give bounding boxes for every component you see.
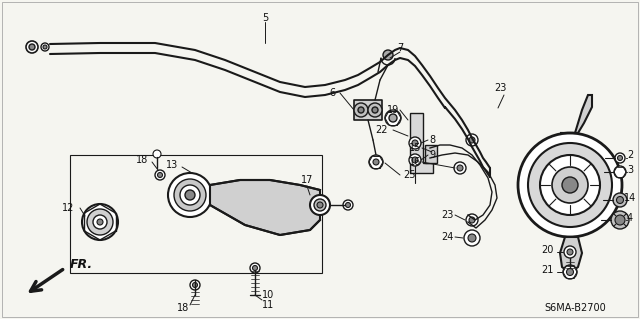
Circle shape [180, 185, 200, 205]
Circle shape [468, 234, 476, 242]
Circle shape [466, 214, 478, 226]
Circle shape [193, 283, 198, 287]
Circle shape [369, 155, 383, 169]
Circle shape [464, 230, 480, 246]
Circle shape [611, 211, 629, 229]
Circle shape [562, 177, 578, 193]
Bar [70, 155, 322, 273]
Circle shape [346, 203, 351, 207]
Circle shape [43, 45, 47, 49]
Circle shape [615, 215, 625, 225]
Text: FR.: FR. [70, 258, 93, 271]
Circle shape [389, 114, 397, 122]
Circle shape [409, 137, 421, 149]
Text: 16: 16 [409, 157, 421, 167]
Circle shape [368, 103, 382, 117]
Circle shape [41, 43, 49, 51]
Text: 24: 24 [441, 232, 453, 242]
Text: S6MA-B2700: S6MA-B2700 [544, 303, 606, 313]
Circle shape [613, 193, 627, 207]
Text: 19: 19 [387, 105, 399, 115]
Text: 23: 23 [494, 83, 506, 93]
Circle shape [174, 179, 206, 211]
Text: 2: 2 [627, 150, 633, 160]
Circle shape [373, 159, 379, 165]
Text: 13: 13 [166, 160, 178, 170]
Text: 3: 3 [627, 165, 633, 175]
Text: 15: 15 [409, 143, 421, 153]
Text: 20: 20 [541, 245, 553, 255]
Circle shape [253, 265, 257, 271]
Circle shape [157, 173, 163, 177]
Polygon shape [560, 237, 582, 273]
Circle shape [310, 195, 330, 215]
Text: 23: 23 [441, 210, 453, 220]
Circle shape [29, 44, 35, 50]
Text: 11: 11 [262, 300, 274, 310]
Circle shape [552, 167, 588, 203]
Circle shape [615, 153, 625, 163]
Bar [425, 145, 437, 163]
Circle shape [185, 190, 195, 200]
Circle shape [564, 246, 576, 258]
Bar [354, 100, 382, 120]
Text: 21: 21 [541, 265, 553, 275]
Circle shape [454, 162, 466, 174]
Circle shape [457, 165, 463, 171]
Polygon shape [410, 113, 433, 173]
Text: 18: 18 [136, 155, 148, 165]
Circle shape [354, 103, 368, 117]
Text: 6: 6 [329, 88, 335, 98]
Polygon shape [210, 180, 320, 235]
Text: 14: 14 [624, 193, 636, 203]
Circle shape [372, 107, 378, 113]
Circle shape [614, 166, 626, 178]
Circle shape [412, 157, 418, 163]
Circle shape [563, 265, 577, 279]
Circle shape [317, 202, 323, 208]
Circle shape [469, 217, 475, 223]
Circle shape [566, 269, 573, 276]
Circle shape [518, 133, 622, 237]
Circle shape [250, 263, 260, 273]
Circle shape [343, 200, 353, 210]
Circle shape [618, 155, 623, 160]
Circle shape [97, 219, 103, 225]
Circle shape [87, 209, 113, 235]
Text: 12: 12 [62, 203, 74, 213]
Circle shape [528, 143, 612, 227]
Circle shape [155, 170, 165, 180]
Circle shape [567, 249, 573, 255]
Text: 18: 18 [177, 303, 189, 313]
Circle shape [469, 137, 475, 143]
Text: 7: 7 [397, 43, 403, 53]
Circle shape [466, 134, 478, 146]
Text: 9: 9 [429, 150, 435, 160]
Text: 8: 8 [429, 135, 435, 145]
Circle shape [358, 107, 364, 113]
Polygon shape [560, 95, 592, 133]
Text: 5: 5 [262, 13, 268, 23]
Circle shape [26, 41, 38, 53]
Circle shape [540, 155, 600, 215]
Circle shape [314, 199, 326, 211]
Circle shape [190, 280, 200, 290]
Circle shape [153, 150, 161, 158]
Text: 25: 25 [404, 170, 416, 180]
Circle shape [412, 140, 418, 146]
Text: 17: 17 [301, 175, 313, 185]
Circle shape [409, 154, 421, 166]
Text: 10: 10 [262, 290, 274, 300]
Text: 22: 22 [376, 125, 388, 135]
Text: 4: 4 [627, 213, 633, 223]
Circle shape [383, 50, 393, 60]
Circle shape [168, 173, 212, 217]
Circle shape [616, 197, 623, 204]
Circle shape [385, 110, 401, 126]
Circle shape [82, 204, 118, 240]
Circle shape [93, 215, 107, 229]
